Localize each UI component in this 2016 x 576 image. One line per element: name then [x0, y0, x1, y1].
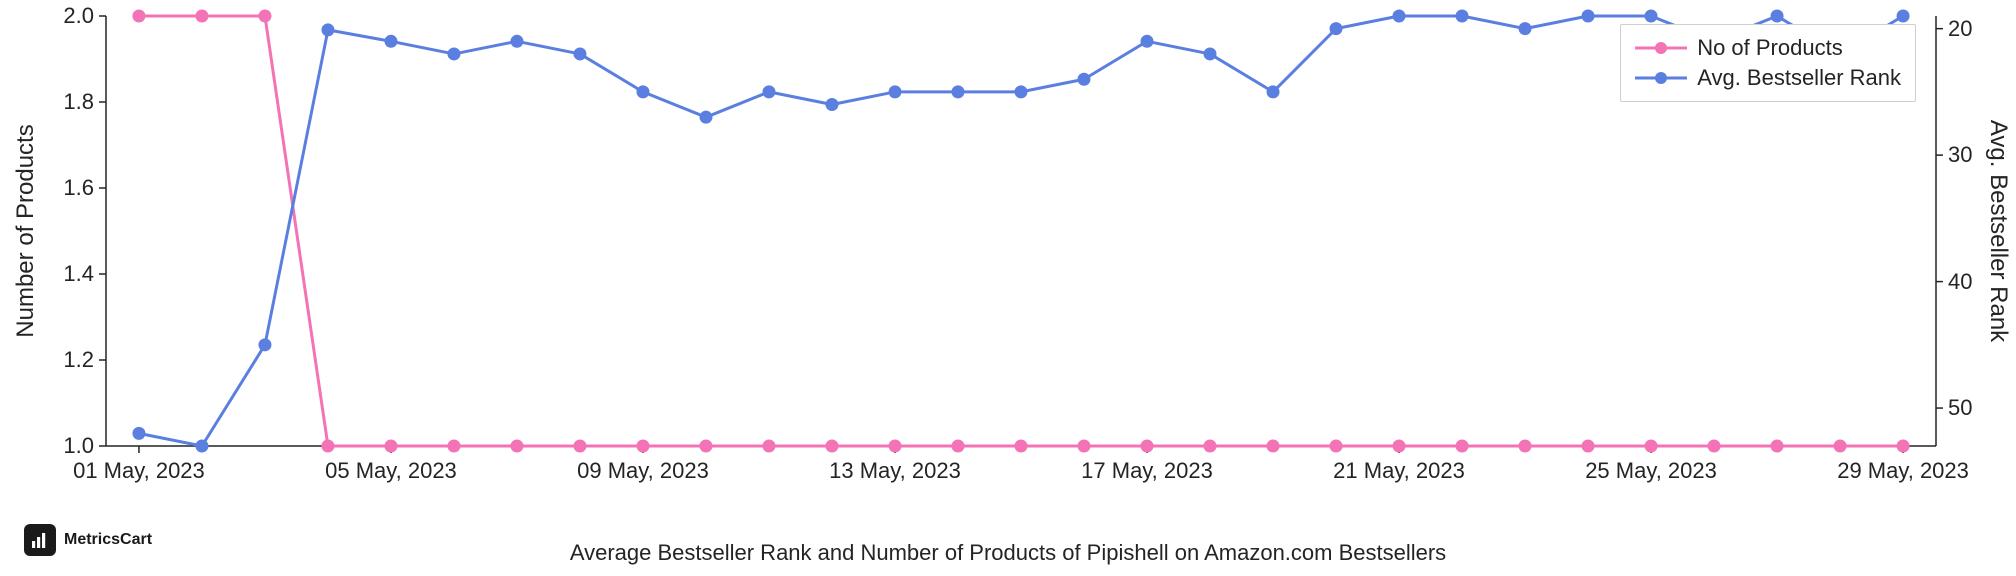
tick-label: 1.2 — [63, 347, 94, 373]
tick-label: 29 May, 2023 — [1837, 458, 1969, 484]
tick-label: 1.4 — [63, 261, 94, 287]
tick-label: 17 May, 2023 — [1081, 458, 1213, 484]
legend-label: No of Products — [1697, 35, 1843, 61]
metricscart-icon — [24, 524, 56, 556]
tick-label: 25 May, 2023 — [1585, 458, 1717, 484]
tick-label: 2.0 — [63, 3, 94, 29]
metricscart-brand: MetricsCart — [24, 524, 152, 556]
tick-label: 20 — [1948, 16, 1972, 42]
y-left-axis-label: Number of Products — [12, 124, 40, 337]
metricscart-label: MetricsCart — [64, 531, 152, 549]
tick-label: 21 May, 2023 — [1333, 458, 1465, 484]
tick-label: 50 — [1948, 395, 1972, 421]
tick-label: 01 May, 2023 — [73, 458, 205, 484]
tick-label: 30 — [1948, 142, 1972, 168]
tick-label: 13 May, 2023 — [829, 458, 961, 484]
tick-label: 09 May, 2023 — [577, 458, 709, 484]
tick-label: 1.6 — [63, 175, 94, 201]
chart-root: Number of Products Avg. Bestseller Rank … — [0, 0, 2016, 576]
tick-label: 05 May, 2023 — [325, 458, 457, 484]
legend-item: No of Products — [1635, 33, 1901, 63]
chart-caption: Average Bestseller Rank and Number of Pr… — [570, 540, 1446, 566]
legend-item: Avg. Bestseller Rank — [1635, 63, 1901, 93]
tick-label: 1.0 — [63, 433, 94, 459]
tick-label: 40 — [1948, 269, 1972, 295]
legend: No of Products Avg. Bestseller Rank — [1620, 24, 1916, 102]
y-right-axis-label: Avg. Bestseller Rank — [1984, 120, 2012, 342]
tick-label: 1.8 — [63, 89, 94, 115]
legend-label: Avg. Bestseller Rank — [1697, 65, 1901, 91]
